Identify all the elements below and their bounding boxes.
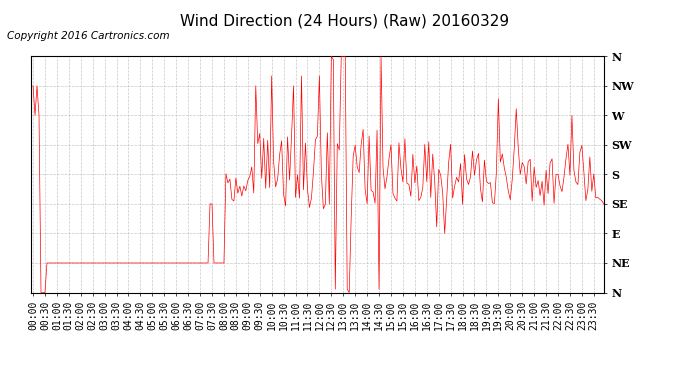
Text: Direction: Direction bbox=[609, 28, 663, 38]
Text: Copyright 2016 Cartronics.com: Copyright 2016 Cartronics.com bbox=[7, 32, 170, 41]
Text: Wind Direction (24 Hours) (Raw) 20160329: Wind Direction (24 Hours) (Raw) 20160329 bbox=[181, 13, 509, 28]
